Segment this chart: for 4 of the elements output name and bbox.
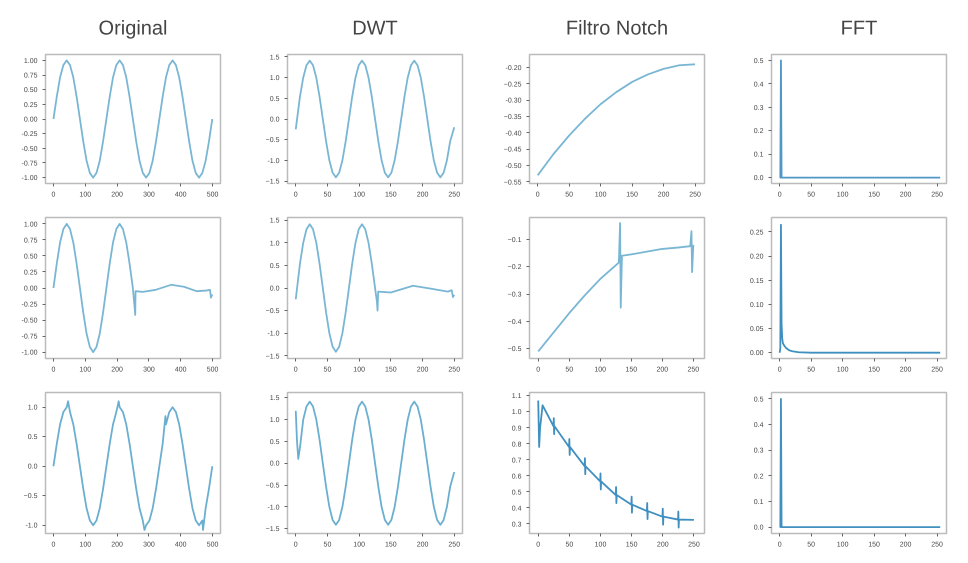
chart-title: FFT — [840, 18, 878, 40]
chart-title: DWT — [352, 18, 398, 40]
chart-title: Original — [98, 18, 168, 40]
chart-title: Filtro Notch — [566, 18, 668, 40]
